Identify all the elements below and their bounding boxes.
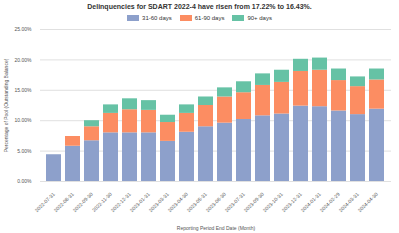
html-text:31-60 days: 31-60 days bbox=[142, 14, 172, 21]
svg-text:2023-10-31: 2023-10-31 bbox=[261, 190, 284, 214]
svg-text:Percentage of Pool (Outstandin: Percentage of Pool (Outstanding Balance) bbox=[3, 58, 9, 152]
html-text:90+ days: 90+ days bbox=[247, 14, 272, 21]
svg-text:2023-09-30: 2023-09-30 bbox=[242, 190, 265, 214]
svg-text:2022-08-31: 2022-08-31 bbox=[52, 190, 75, 214]
svg-text:2023-12-31: 2023-12-31 bbox=[280, 190, 303, 214]
svg-text:2024-04-30: 2024-04-30 bbox=[357, 191, 379, 213]
svg-text:0.00%: 0.00% bbox=[17, 178, 32, 184]
svg-text:2022-11-30: 2022-11-30 bbox=[90, 190, 113, 213]
svg-text:2023-03-31: 2023-03-31 bbox=[147, 190, 170, 214]
svg-text:2022-09-30: 2022-09-30 bbox=[71, 190, 94, 214]
svg-text:20.00%: 20.00% bbox=[15, 57, 33, 63]
svg-text:2022-07-31: 2022-07-31 bbox=[33, 190, 56, 214]
svg-text:2023-06-30: 2023-06-30 bbox=[204, 190, 227, 214]
svg-text:10.00%: 10.00% bbox=[15, 117, 33, 123]
svg-text:15.00%: 15.00% bbox=[15, 87, 33, 93]
svg-text:2023-04-30: 2023-04-30 bbox=[166, 190, 189, 214]
svg-text:Reporting Period End Date (Mon: Reporting Period End Date (Month) bbox=[177, 225, 256, 231]
html-text:Delinquencies for SDART 2022-4: Delinquencies for SDART 2022-4 have rise… bbox=[87, 3, 312, 10]
svg-text:2024-01-31: 2024-01-31 bbox=[299, 190, 322, 214]
svg-text:2023-05-31: 2023-05-31 bbox=[185, 190, 208, 214]
svg-text:2023-07-31: 2023-07-31 bbox=[223, 190, 246, 214]
svg-text:5.00%: 5.00% bbox=[17, 148, 32, 154]
svg-text:2024-02-29: 2024-02-29 bbox=[318, 190, 341, 214]
svg-text:25.00%: 25.00% bbox=[15, 26, 33, 32]
svg-text:2023-01-31: 2023-01-31 bbox=[128, 190, 151, 214]
html-text:61-90 days: 61-90 days bbox=[194, 14, 225, 21]
svg-text:2024-03-31: 2024-03-31 bbox=[337, 190, 360, 214]
svg-text:2022-12-31: 2022-12-31 bbox=[109, 190, 132, 214]
